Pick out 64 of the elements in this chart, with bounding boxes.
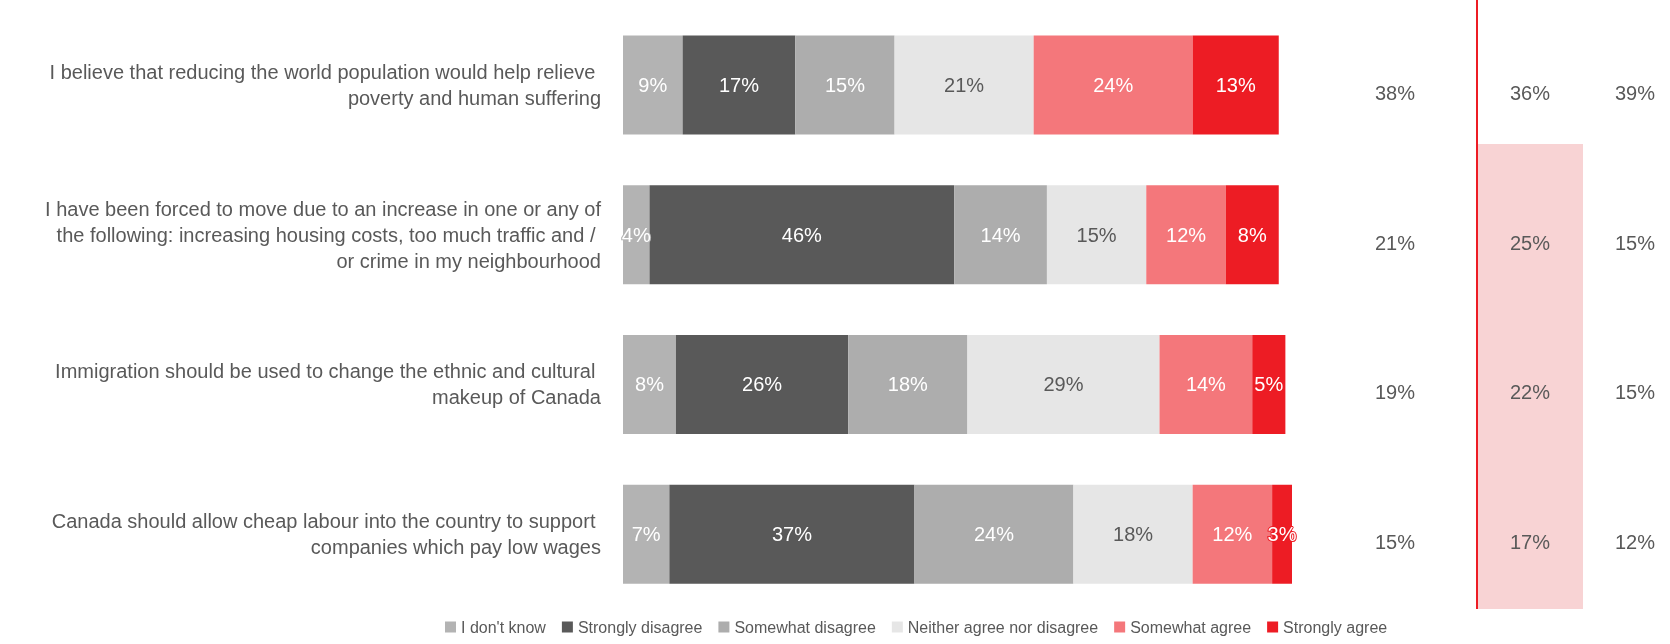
bar [954, 185, 1047, 285]
text: 15% [1614, 231, 1656, 255]
bar [848, 334, 968, 434]
legend-label: I don't know [461, 618, 547, 636]
text: 36% [1509, 81, 1551, 105]
data-label: 12% [1166, 223, 1207, 246]
legend-label: Somewhat agree [1130, 618, 1252, 636]
text: 15% [1374, 530, 1416, 554]
bar [1159, 334, 1253, 434]
data-label: 21% [944, 73, 985, 96]
data-label: 18% [1113, 523, 1154, 546]
data-label: 37% [771, 523, 813, 546]
data-label: 14% [1185, 373, 1227, 396]
bar [914, 484, 1074, 584]
text: 39% [1614, 81, 1656, 105]
legend-label: Neither agree nor disagree [907, 618, 1099, 636]
data-label: 29% [1043, 373, 1084, 396]
data-label: 26% [742, 373, 783, 396]
text: 21% [1374, 231, 1416, 255]
data-label: 18% [887, 373, 929, 396]
data-label: 24% [1093, 73, 1134, 96]
bar [1192, 35, 1279, 135]
bar [623, 484, 670, 584]
y-tick-label: I have been forced to move due to an increase in one or any of the following: increasing housing costs, too much traffic and / or crime in my neighbourhood [45, 197, 602, 272]
bar [1046, 185, 1147, 285]
bar [894, 35, 1034, 135]
data-label: 15% [1076, 223, 1117, 246]
data-label: 15% [824, 73, 866, 96]
data-label: 5% [1254, 373, 1284, 396]
data-label: 9% [638, 73, 668, 96]
data-label: 8% [635, 373, 665, 396]
legend-label: Strongly disagree [577, 618, 703, 636]
text: 25% [1509, 231, 1551, 255]
text: 38% [1374, 81, 1416, 105]
bar [649, 185, 955, 285]
bar [623, 334, 676, 434]
y-tick-label: Canada should allow cheap labour into the country to support companies which pay low wages [51, 510, 601, 559]
bar [669, 484, 915, 584]
bar [795, 35, 895, 135]
data-label: 8% [1237, 223, 1267, 246]
data-label: 13% [1215, 73, 1256, 96]
bar [1033, 35, 1193, 135]
bar [682, 35, 796, 135]
y-tick-label: I believe that reducing the world population would help relieve poverty and human suffering [49, 60, 601, 109]
data-label: 12% [1212, 523, 1253, 546]
bar [1073, 484, 1193, 584]
data-label: 7% [631, 523, 661, 546]
legend-label: Strongly agree [1283, 618, 1388, 636]
text: 17% [1509, 530, 1551, 554]
data-label: 46% [781, 223, 823, 246]
data-label: 17% [718, 73, 760, 96]
text: 19% [1374, 380, 1416, 404]
bar [1146, 185, 1226, 285]
text: 15% [1614, 380, 1656, 404]
text: 12% [1614, 530, 1656, 554]
bar [675, 334, 849, 434]
data-label: 14% [980, 223, 1021, 246]
legend-label: Somewhat disagree [734, 618, 876, 636]
text: 22% [1509, 380, 1551, 404]
bar [623, 35, 683, 135]
y-tick-label: Immigration should be used to change the ethnic and cultural makeup of Canada [55, 360, 602, 409]
bar [1225, 185, 1279, 285]
data-label: 24% [973, 523, 1015, 546]
bar [967, 334, 1160, 434]
